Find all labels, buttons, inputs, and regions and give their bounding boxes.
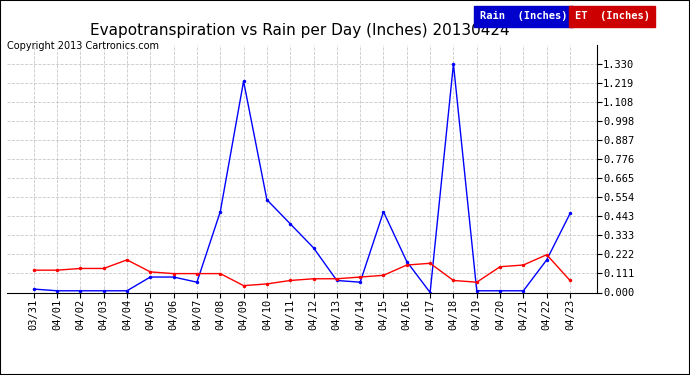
Text: Rain  (Inches): Rain (Inches): [480, 11, 567, 21]
Text: Copyright 2013 Cartronics.com: Copyright 2013 Cartronics.com: [7, 41, 159, 51]
Text: Evapotranspiration vs Rain per Day (Inches) 20130424: Evapotranspiration vs Rain per Day (Inch…: [90, 22, 510, 38]
Text: ET  (Inches): ET (Inches): [575, 11, 650, 21]
